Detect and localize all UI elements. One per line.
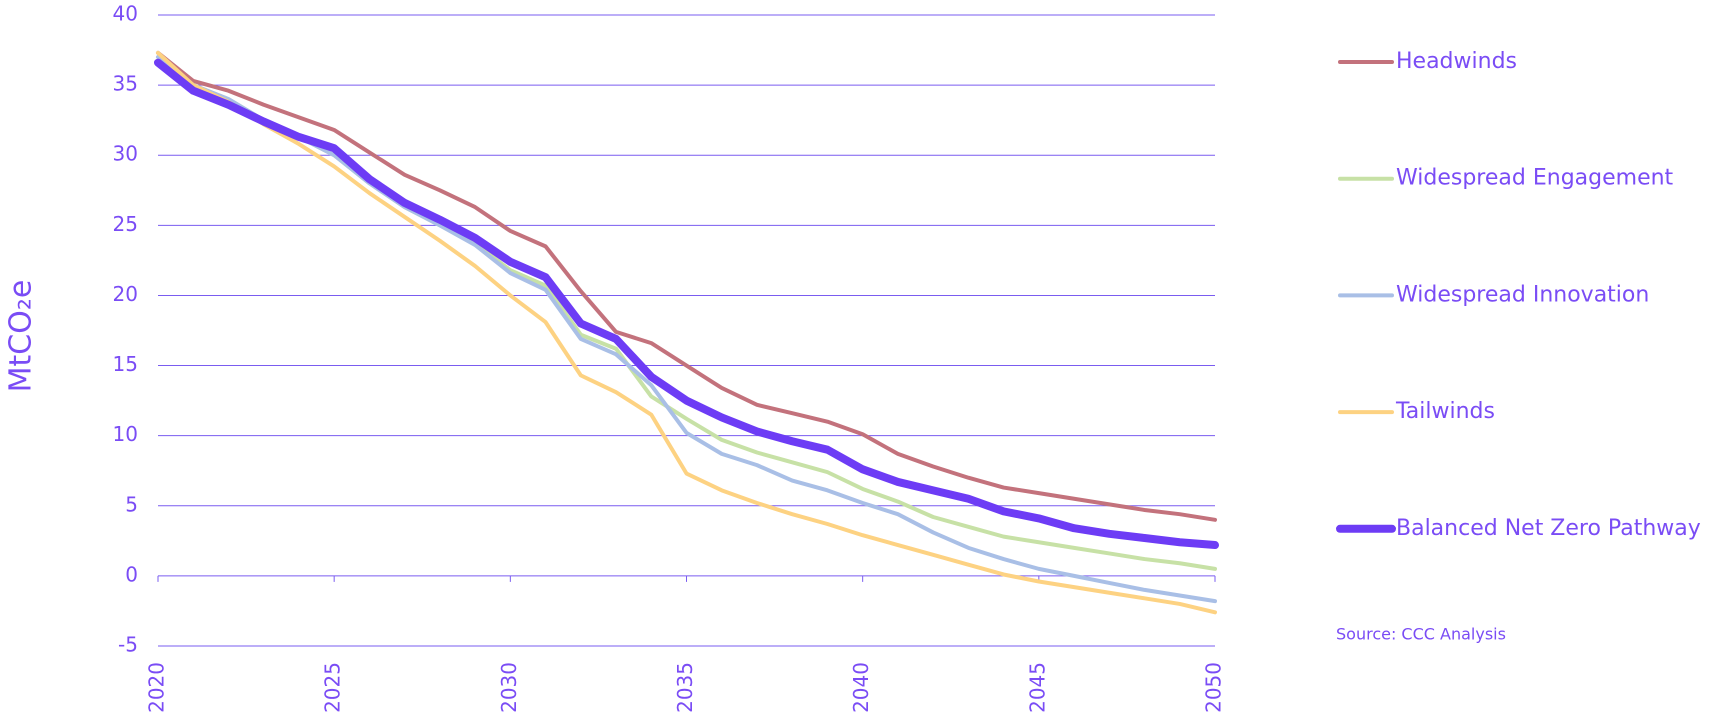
series-line <box>156 55 1217 604</box>
y-axis-label: MtCO₂e <box>4 280 39 393</box>
series-line <box>156 50 1217 615</box>
legend-label: Balanced Net Zero Pathway <box>1396 516 1701 541</box>
legend-label: Widespread Engagement <box>1396 166 1674 191</box>
x-tick-label: 2030 <box>497 662 521 713</box>
x-tick-label: 2040 <box>849 662 873 713</box>
series-line <box>154 58 1219 550</box>
x-tick-label: 2020 <box>145 662 169 713</box>
y-tick-label: 20 <box>113 282 138 306</box>
y-tick-label: 25 <box>113 212 138 236</box>
y-tick-label: 0 <box>125 562 138 586</box>
y-tick-label: 30 <box>113 142 138 166</box>
source-note: Source: CCC Analysis <box>1336 625 1506 644</box>
x-tick-label: 2045 <box>1025 662 1049 713</box>
y-tick-label: 40 <box>113 2 138 26</box>
y-tick-label: -5 <box>118 633 138 657</box>
x-tick-label: 2050 <box>1202 662 1226 713</box>
x-tick-label: 2025 <box>321 662 345 713</box>
y-tick-label: 35 <box>113 72 138 96</box>
series-line <box>156 50 1217 522</box>
y-tick-label: 10 <box>113 422 138 446</box>
legend-label: Widespread Innovation <box>1396 282 1649 307</box>
legend-label: Headwinds <box>1396 49 1517 74</box>
y-tick-label: 5 <box>125 492 138 516</box>
series-line <box>156 55 1217 571</box>
y-tick-label: 15 <box>113 352 138 376</box>
legend-label: Tailwinds <box>1395 399 1495 424</box>
x-tick-label: 2035 <box>673 662 697 713</box>
